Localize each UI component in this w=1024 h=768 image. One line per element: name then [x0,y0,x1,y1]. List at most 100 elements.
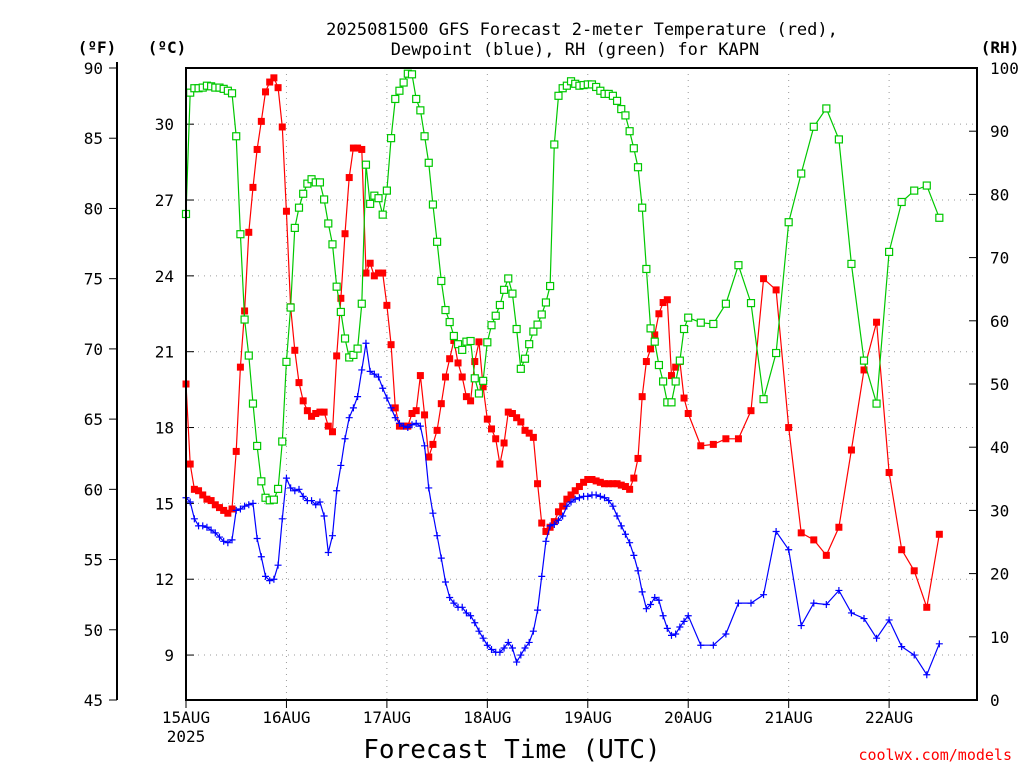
rh-point [269,495,278,504]
rh-point [424,158,433,167]
dewpoint-point [215,533,223,541]
temperature-point [626,485,634,493]
dewpoint-point [747,599,755,607]
rh-point [353,344,362,353]
celsius-tick-label: 15 [155,494,174,513]
temperature-point [278,123,286,131]
rh-tick-label: 100 [990,59,1019,78]
chart-subtitle: Dewpoint (blue), RH (green) for KAPN [391,40,759,60]
temperature-point [538,519,546,527]
temperature-point [563,495,571,503]
rh-point [382,186,391,195]
rh-point [299,189,308,198]
temperature-point [655,310,663,318]
temperature-point [324,422,332,430]
temperature-point [567,491,575,499]
dewpoint-point [253,534,261,542]
temperature-point [211,501,219,509]
temperature-point [416,372,424,380]
dewpoint-point [471,619,479,627]
dewpoint-point [412,419,420,427]
rh-point [433,237,442,246]
rh-point [437,276,446,286]
temperature-point [270,74,278,82]
temperature-point [571,487,579,495]
dewpoint-point [542,537,550,545]
temperature-point [588,476,596,484]
temperature-point [517,418,525,426]
dewpoint-point [278,515,286,523]
dewpoint-point [667,631,675,639]
rh-point [675,356,684,365]
temperature-point [337,294,345,302]
rh-point [822,104,831,113]
dewpoint-point [621,530,629,538]
dewpoint-point [316,498,324,506]
rh-point [227,89,237,98]
dewpoint-point [190,515,198,523]
rh-point [759,395,768,404]
dewpoint-point [446,593,454,601]
temperature-point [312,409,320,417]
fahrenheit-tick-label: 45 [84,691,103,710]
dewpoint-point [421,442,429,450]
rh-point [859,356,869,365]
temperature-point [383,301,391,309]
series-rh [181,69,944,505]
dewpoint-point [634,567,642,575]
rh-line [185,73,940,501]
rh-point [499,285,509,294]
celsius-tick-label: 27 [155,191,174,210]
dewpoint-point [772,527,780,535]
dewpoint-point [680,617,688,625]
dewpoint-point [383,394,391,402]
rh-point [248,399,258,408]
dewpoint-point [563,502,571,510]
dewpoint-point [609,502,617,510]
rh-point [709,319,718,329]
rh-point [922,181,931,190]
temperature-point [601,480,609,488]
rh-point [282,357,291,366]
rh-point [412,94,421,104]
rh-point [625,127,634,136]
temperature-point [425,453,433,461]
temperature-point [232,447,240,455]
temperature-point [245,228,253,236]
dewpoint-point [647,600,655,608]
rh-tick-label: 40 [990,438,1009,457]
rh-point [399,78,408,87]
x-tick-label: 20AUG [664,708,712,727]
celsius-tick-label: 24 [155,267,174,286]
dewpoint-point [207,526,215,534]
dewpoint-point [337,461,345,469]
rh-point [684,313,693,322]
dewpoint-point [295,485,303,493]
rh-point [550,140,559,149]
dewpoint-point [291,487,299,495]
dewpoint-point [567,498,575,506]
dewpoint-point [847,609,855,617]
dewpoint-point [186,498,194,506]
fahrenheit-tick-label: 85 [84,129,103,148]
temperature-point [709,440,717,448]
celsius-tick-label: 30 [155,115,174,134]
temperature-point [257,117,265,125]
rh-point [784,218,793,227]
rh-point [349,350,358,360]
fahrenheit-tick-label: 60 [84,480,103,499]
temperature-point [437,400,445,408]
temperature-point [379,269,387,277]
rh-point [257,477,266,486]
rh-point [935,213,944,222]
temperature-point [266,78,274,86]
rh-point [361,160,371,169]
dewpoint-point [504,638,512,646]
temperature-point [697,442,705,450]
rh-point [324,219,333,228]
celsius-tick-label: 12 [155,570,174,589]
temperature-point [672,363,680,371]
temperature-point [613,480,621,488]
rh-point [562,81,571,90]
temperature-point [375,269,383,277]
